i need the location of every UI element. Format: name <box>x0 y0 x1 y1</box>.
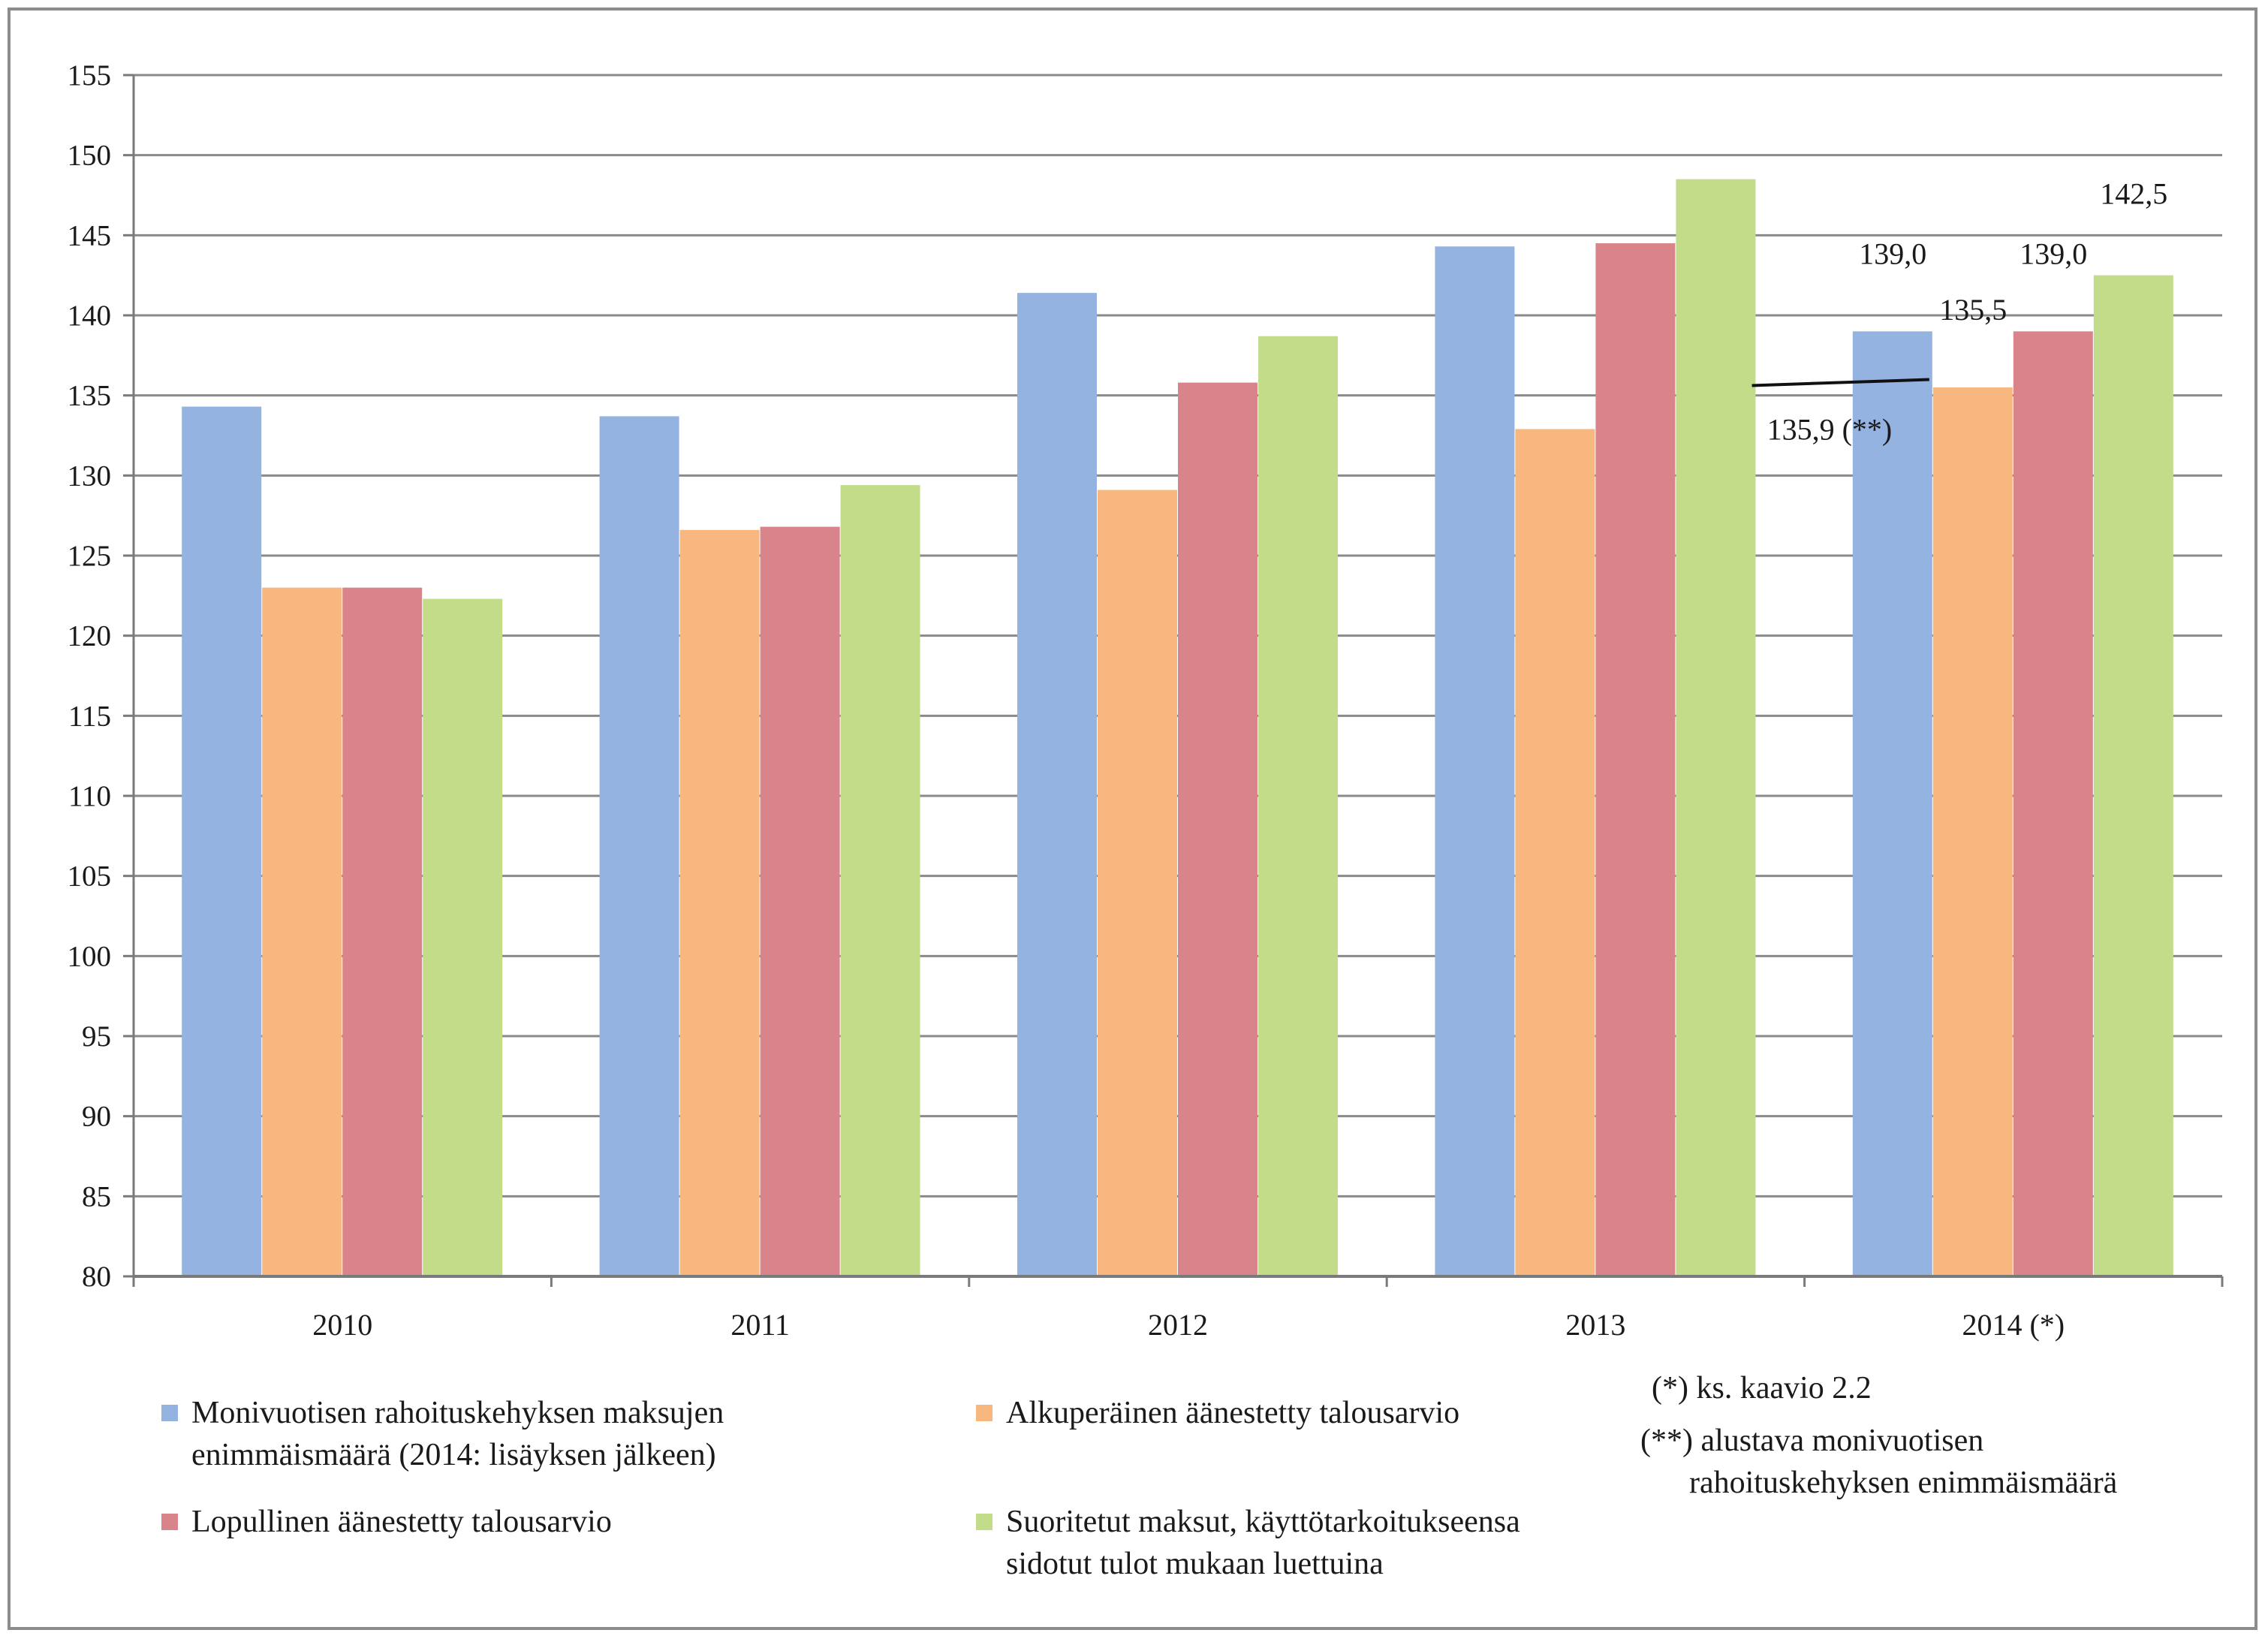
bar <box>2093 275 2173 1277</box>
bar <box>1017 293 1097 1277</box>
legend-label: Suoritetut maksut, käyttötarkoitukseensa… <box>1006 1505 1520 1581</box>
bar <box>1258 336 1338 1276</box>
legend-swatch <box>976 1514 992 1530</box>
y-tick-label: 115 <box>68 700 111 732</box>
x-category-label: 2010 <box>312 1308 372 1342</box>
legend-label: Lopullinen äänestetty talousarvio <box>191 1505 612 1539</box>
legend-swatch <box>976 1405 992 1421</box>
y-tick-label: 120 <box>68 620 112 652</box>
footnote: (*) ks. kaavio 2.2 <box>1652 1371 1872 1406</box>
y-tick-label: 100 <box>68 940 112 972</box>
y-tick-label: 90 <box>82 1101 111 1133</box>
reference-line <box>1751 378 1929 387</box>
x-category-label: 2011 <box>730 1308 790 1342</box>
data-label: 139,0 <box>1859 237 1926 270</box>
bar <box>1178 382 1257 1277</box>
y-tick-label: 150 <box>68 140 112 172</box>
bar <box>342 587 423 1276</box>
y-tick-label: 130 <box>68 459 112 492</box>
data-label: 142,5 <box>2100 177 2167 211</box>
x-category-label: 2014 (*) <box>1962 1308 2065 1342</box>
bar <box>1435 246 1515 1277</box>
y-tick-label: 80 <box>82 1261 111 1293</box>
bars <box>182 179 2173 1277</box>
y-tick-label: 110 <box>68 780 111 812</box>
reference-line-label: 135,9 (**) <box>1767 412 1893 446</box>
legend: Monivuotisen rahoituskehyksen maksujen en… <box>161 1396 1520 1581</box>
y-tick-label: 125 <box>68 540 112 572</box>
x-category-label: 2012 <box>1148 1308 1208 1342</box>
bar <box>1852 331 1932 1276</box>
bar <box>1676 179 1756 1277</box>
y-tick-label: 95 <box>82 1020 111 1053</box>
bar <box>760 526 840 1276</box>
bar <box>1515 429 1595 1276</box>
y-tick-label: 105 <box>68 860 112 893</box>
y-tick-label: 140 <box>68 300 112 332</box>
notes: (*) ks. kaavio 2.2 (**) alustava monivuot… <box>1640 1371 2118 1500</box>
legend-swatch <box>161 1405 178 1421</box>
bar <box>840 485 920 1277</box>
y-axis: 80 85 90 95 100 105 110 115 120 125 130 135 140 145 15… <box>68 59 135 1293</box>
footnote: rahoituskehyksen enimmäismäärä <box>1689 1466 2118 1500</box>
x-category-label: 2013 <box>1565 1308 1625 1342</box>
bar <box>679 529 760 1276</box>
footnote: (**) alustava monivuotisen <box>1640 1424 1983 1458</box>
data-labels: 139,0 135,5 139,0 142,5 <box>1859 177 2167 327</box>
bar <box>182 406 262 1276</box>
bar <box>1932 387 2013 1276</box>
data-label: 139,0 <box>2020 237 2087 270</box>
y-tick-label: 135 <box>68 380 112 412</box>
y-tick-label: 145 <box>68 219 112 252</box>
y-tick-label: 85 <box>82 1180 111 1213</box>
data-label: 135,5 <box>1939 293 2007 327</box>
bar <box>262 587 342 1276</box>
bar <box>599 416 679 1276</box>
bar <box>1595 243 1676 1276</box>
reference-line-group: 135,9 (**) <box>1751 378 1929 446</box>
bar <box>1098 490 1177 1276</box>
y-tick-label: 155 <box>68 59 112 92</box>
bar <box>2013 331 2093 1276</box>
legend-label: Alkuperäinen äänestetty talousarvio <box>1006 1396 1459 1430</box>
legend-swatch <box>161 1514 178 1530</box>
legend-label: Monivuotisen rahoituskehyksen maksujen en… <box>191 1396 724 1472</box>
x-axis: 2010 2011 2012 2013 2014 (*) <box>132 1275 2224 1342</box>
bar <box>423 598 503 1276</box>
